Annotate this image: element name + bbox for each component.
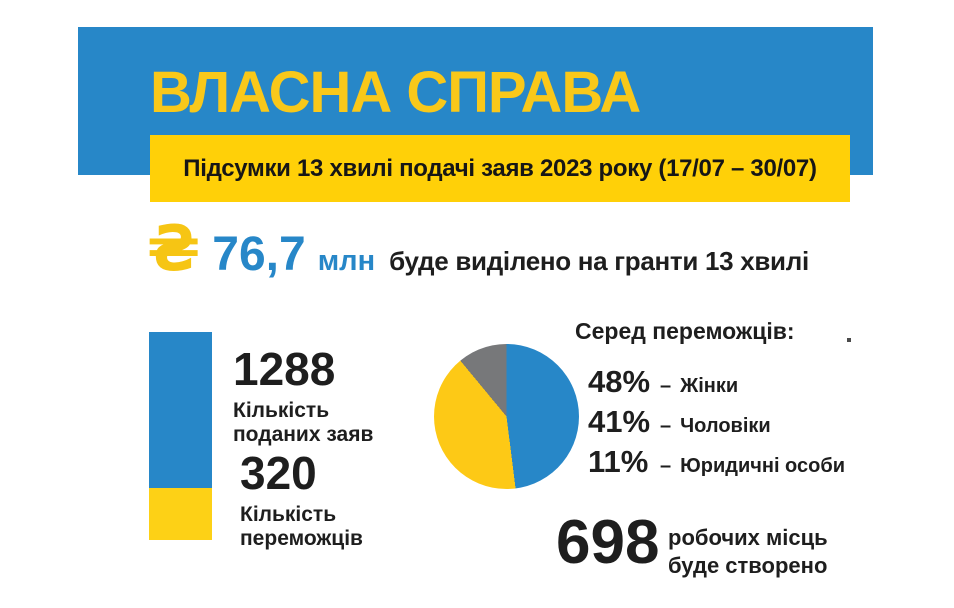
subtitle-text: Підсумки 13 хвилі подачі заяв 2023 року …	[183, 154, 817, 182]
legend-row-legal-entities: 11% – Юридичні особи	[588, 444, 845, 484]
applications-label-line1: Кількість	[233, 398, 330, 422]
applications-label-line2: поданих заяв	[233, 422, 374, 446]
legend-dash: –	[660, 455, 672, 477]
winners-value: 320	[240, 447, 317, 499]
winners-label: Кількість переможців	[240, 503, 363, 551]
winners-pie	[434, 344, 579, 489]
subtitle-banner: Підсумки 13 хвилі подачі заяв 2023 року …	[150, 135, 850, 202]
jobs-label-line2: буде створено	[668, 552, 828, 578]
legend-label-men: Чоловіки	[680, 415, 771, 437]
applications-bar	[149, 332, 212, 540]
legend-percent-women: 48%	[588, 364, 651, 399]
legend-percent-men: 41%	[588, 404, 651, 439]
bar-applications-segment	[149, 332, 212, 489]
legend-dash: –	[660, 375, 672, 397]
funding-line: ₴ 76,7 млн буде виділено на гранти 13 хв…	[147, 218, 809, 280]
stray-dot-artifact	[847, 338, 851, 342]
bar-winners-segment	[149, 488, 212, 540]
applications-label: Кількість поданих заяв	[233, 399, 373, 447]
applications-stat: 1288 Кількість поданих заяв	[233, 344, 373, 447]
legend-percent-legal-entities: 11%	[588, 444, 649, 479]
jobs-value: 698	[556, 508, 660, 577]
pie-legend-heading: Серед переможців:	[575, 318, 795, 344]
legend-label-women: Жінки	[680, 375, 739, 397]
page-title: ВЛАСНА СПРАВА	[150, 60, 641, 125]
funding-amount: 76,7	[212, 228, 306, 281]
pie-legend: 48% – Жінки 41% – Чоловіки 11% – Юридичн…	[588, 364, 845, 484]
jobs-label: робочих місць буде створено	[668, 524, 828, 579]
winners-stat: 320 Кількість переможців	[240, 448, 363, 551]
hryvnia-currency-icon: ₴	[147, 212, 201, 285]
legend-label-legal-entities: Юридичні особи	[680, 455, 845, 477]
jobs-label-line1: робочих місць	[668, 525, 828, 550]
winners-label-line1: Кількість	[240, 502, 337, 526]
legend-row-women: 48% – Жінки	[588, 364, 845, 404]
legend-row-men: 41% – Чоловіки	[588, 404, 845, 444]
winners-label-line2: переможців	[240, 526, 363, 550]
applications-value: 1288	[233, 343, 336, 395]
legend-dash: –	[660, 415, 672, 437]
funding-unit: млн	[317, 245, 376, 277]
funding-description: буде виділено на гранти 13 хвилі	[389, 246, 809, 276]
